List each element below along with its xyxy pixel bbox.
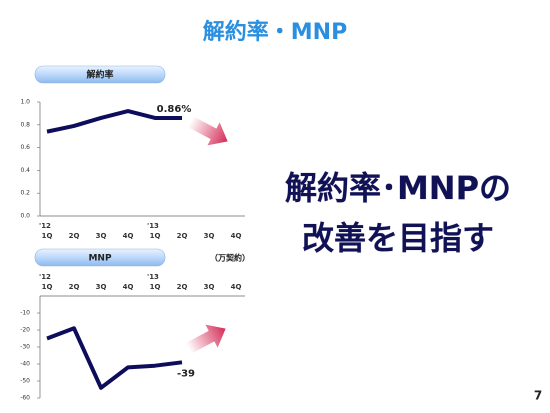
x-tick-label: 2Q <box>177 232 188 240</box>
year-label: '13 <box>147 222 159 230</box>
value-label: 0.86% <box>157 104 192 115</box>
slide-title: 解約率・MNP <box>203 19 347 45</box>
chart-header <box>34 65 166 84</box>
year-label: '13 <box>147 273 159 281</box>
x-tick-label: 3Q <box>96 232 107 240</box>
x-tick-label: 3Q <box>204 232 215 240</box>
data-line <box>46 326 183 390</box>
x-tick-label: 4Q <box>231 283 242 291</box>
y-tick-label: 0.4 <box>20 167 30 174</box>
message-line: 改善を目指す <box>302 219 494 257</box>
year-label: '12 <box>39 222 51 230</box>
chart-title: 解約率 <box>86 69 113 81</box>
y-tick-label: 0.8 <box>20 121 30 128</box>
y-tick-label: 0.0 <box>20 213 30 220</box>
y-tick-label: 1.0 <box>20 99 30 106</box>
chart-header <box>34 248 166 267</box>
y-tick-label: -50 <box>20 378 30 385</box>
x-tick-label: 1Q <box>42 283 53 291</box>
chart-title: MNP <box>88 254 111 264</box>
year-label: '12 <box>39 273 51 281</box>
y-tick-label: 0.2 <box>20 190 30 197</box>
y-tick-label: -20 <box>20 327 30 334</box>
x-tick-label: 4Q <box>123 283 134 291</box>
y-tick-label: -60 <box>20 395 30 402</box>
x-tick-label: 4Q <box>123 232 134 240</box>
trend-arrow <box>187 116 228 146</box>
y-tick-label: -30 <box>20 344 30 351</box>
trend-arrow <box>185 324 226 354</box>
data-line <box>46 109 182 134</box>
y-tick-label: 0.6 <box>20 144 30 151</box>
x-tick-label: 1Q <box>150 232 161 240</box>
message-line: 解約率･MNPの <box>285 169 511 207</box>
y-tick-label: -40 <box>20 361 30 368</box>
value-label: -39 <box>177 368 195 379</box>
x-tick-label: 1Q <box>150 283 161 291</box>
x-tick-label: 3Q <box>96 283 107 291</box>
x-tick-label: 4Q <box>231 232 242 240</box>
x-tick-label: 2Q <box>69 232 80 240</box>
x-tick-label: 1Q <box>42 232 53 240</box>
y-tick-label: -10 <box>20 310 30 317</box>
unit-label: （万契約） <box>210 253 250 263</box>
x-tick-label: 3Q <box>204 283 215 291</box>
x-tick-label: 2Q <box>69 283 80 291</box>
x-tick-label: 2Q <box>177 283 188 291</box>
page-number: 7 <box>534 389 542 403</box>
